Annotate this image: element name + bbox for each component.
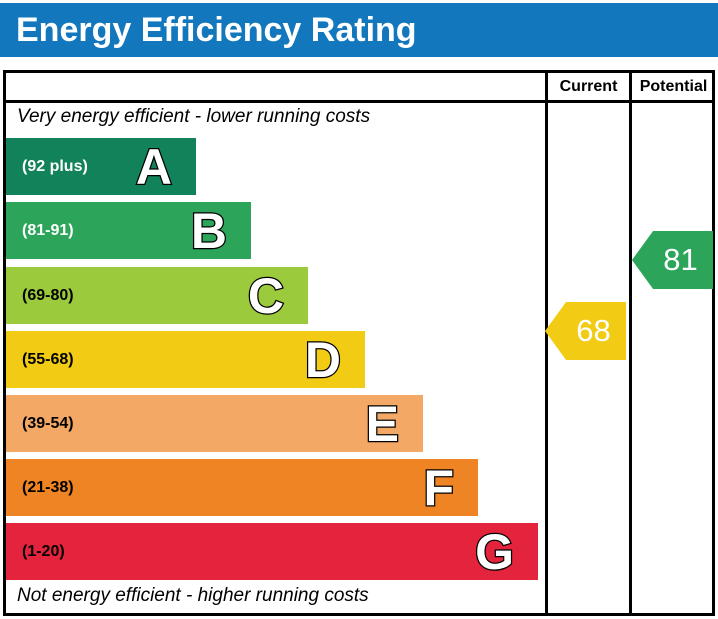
potential-column-divider [629, 70, 632, 616]
band-e-letter: E [364, 395, 400, 452]
band-c-letter: C [247, 267, 286, 324]
page-title: Energy Efficiency Rating [16, 11, 417, 49]
band-c-range: (69-80) [22, 286, 74, 304]
band-b-range: (81-91) [22, 221, 74, 239]
band-f: (21-38) F [6, 459, 478, 516]
band-g: (1-20) G [6, 523, 538, 580]
potential-column-header: Potential [639, 77, 708, 95]
title-bar: Energy Efficiency Rating [0, 3, 718, 57]
band-d-range: (55-68) [22, 350, 74, 368]
potential-rating-value: 81 [663, 242, 698, 277]
band-g-range: (1-20) [22, 542, 65, 560]
band-a: (92 plus) A [6, 138, 196, 195]
band-a-letter: A [135, 138, 174, 195]
current-column-header: Current [559, 77, 618, 95]
band-g-letter: G [474, 523, 515, 580]
rating-table-border [3, 70, 715, 616]
band-e-range: (39-54) [22, 414, 74, 432]
band-f-letter: F [422, 459, 455, 516]
current-rating-value: 68 [576, 313, 611, 348]
top-caption: Very energy efficient - lower running co… [17, 106, 371, 127]
band-b: (81-91) B [6, 202, 251, 259]
band-f-range: (21-38) [22, 478, 74, 496]
potential-rating-arrow: 81 [632, 231, 713, 289]
band-d: (55-68) D [6, 331, 365, 388]
header-row-divider [3, 100, 715, 103]
band-b-letter: B [190, 202, 229, 259]
band-e: (39-54) E [6, 395, 423, 452]
current-column-divider [545, 70, 548, 616]
band-c: (69-80) C [6, 267, 308, 324]
bottom-caption: Not energy efficient - higher running co… [17, 585, 369, 606]
band-d-letter: D [304, 331, 343, 388]
band-a-range: (92 plus) [22, 157, 88, 175]
